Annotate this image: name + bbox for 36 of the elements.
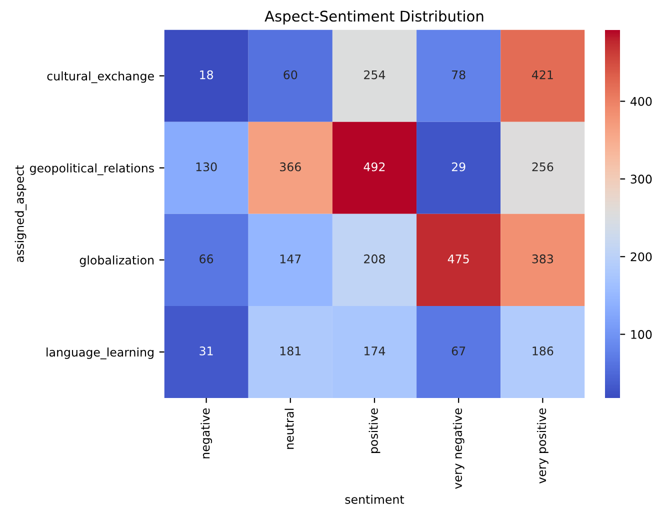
color-bar-label: 100 <box>631 330 652 339</box>
y-tick-label: cultural_exchange <box>47 71 154 84</box>
data-label: 31 <box>200 346 213 356</box>
y-tick-label: globalization <box>80 255 154 267</box>
y-axis-title: assigned_aspect <box>14 165 27 262</box>
chart-title: Aspect-Sentiment Distribution <box>264 10 484 25</box>
y-tick-label: language_learning <box>46 347 154 360</box>
data-label: 475 <box>448 254 469 264</box>
data-label: 67 <box>452 346 466 356</box>
data-label: 383 <box>532 254 553 264</box>
data-label: 492 <box>364 162 385 172</box>
y-tick-label: geopolitical_relations <box>30 163 154 176</box>
color-bar-label: 400 <box>630 97 652 106</box>
data-label: 174 <box>364 346 386 356</box>
x-axis-title: sentiment <box>345 494 404 504</box>
data-label: 66 <box>200 254 214 264</box>
data-label: 186 <box>532 346 554 356</box>
data-label: 78 <box>452 70 466 80</box>
x-tick-label: neutral <box>284 408 294 449</box>
data-label: 254 <box>364 70 386 80</box>
data-label: 130 <box>196 162 217 172</box>
x-tick-label: positive <box>368 408 380 453</box>
x-tick-label: negative <box>200 408 212 458</box>
data-label: 60 <box>284 70 298 80</box>
data-label: 256 <box>532 162 554 172</box>
color-bar-label: 200 <box>630 252 652 262</box>
data-label: 181 <box>280 346 301 356</box>
data-label: 208 <box>364 254 385 264</box>
data-label: 29 <box>452 162 466 172</box>
x-tick-label: very positive <box>536 408 548 484</box>
data-label: 421 <box>532 70 553 80</box>
data-label: 366 <box>280 162 301 172</box>
color-bar-label: 300 <box>630 174 652 184</box>
data-label: 147 <box>280 254 301 264</box>
data-label: 18 <box>200 70 213 80</box>
x-tick-label: very negative <box>452 408 464 489</box>
